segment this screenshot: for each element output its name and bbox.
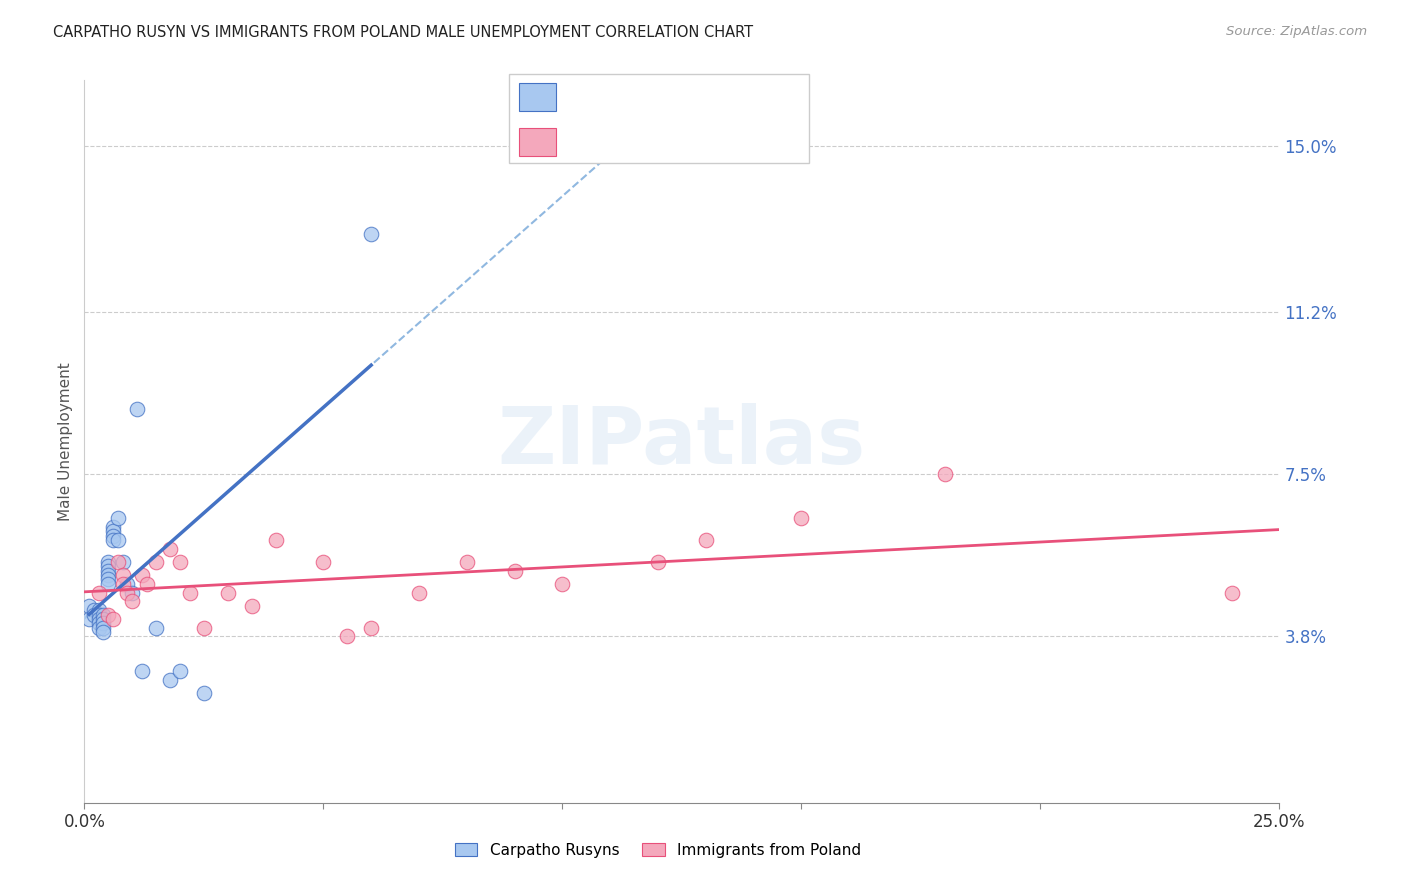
Point — [87, 585, 110, 599]
Point — [87, 621, 110, 635]
Point — [117, 577, 139, 591]
Point — [217, 585, 239, 599]
Legend: Carpatho Rusyns, Immigrants from Poland: Carpatho Rusyns, Immigrants from Poland — [449, 837, 868, 863]
Point — [117, 585, 139, 599]
Point — [131, 665, 153, 679]
Text: N =: N = — [679, 134, 713, 149]
Point — [125, 401, 148, 416]
Point — [790, 511, 813, 525]
Point — [87, 616, 110, 631]
Point — [107, 555, 129, 569]
Point — [101, 533, 124, 547]
Y-axis label: Male Unemployment: Male Unemployment — [58, 362, 73, 521]
Point — [97, 607, 120, 622]
Point — [169, 665, 191, 679]
Point — [934, 467, 956, 482]
Point — [87, 603, 110, 617]
Point — [336, 629, 359, 643]
Point — [240, 599, 263, 613]
Text: N =: N = — [679, 89, 713, 104]
Point — [131, 568, 153, 582]
Point — [408, 585, 430, 599]
Point — [456, 555, 478, 569]
Point — [503, 564, 526, 578]
FancyBboxPatch shape — [509, 74, 810, 163]
Point — [312, 555, 335, 569]
Point — [97, 568, 120, 582]
Point — [97, 559, 120, 574]
Text: CARPATHO RUSYN VS IMMIGRANTS FROM POLAND MALE UNEMPLOYMENT CORRELATION CHART: CARPATHO RUSYN VS IMMIGRANTS FROM POLAND… — [53, 25, 754, 40]
Text: 36: 36 — [717, 89, 735, 104]
Point — [695, 533, 717, 547]
Point — [159, 673, 181, 688]
Text: ZIPatlas: ZIPatlas — [498, 402, 866, 481]
Point — [83, 603, 105, 617]
Point — [87, 612, 110, 626]
Point — [83, 607, 105, 622]
Point — [111, 555, 134, 569]
Point — [169, 555, 191, 569]
Text: R =: R = — [568, 89, 602, 104]
Point — [135, 577, 157, 591]
Point — [360, 621, 382, 635]
Point — [1220, 585, 1243, 599]
Point — [145, 555, 167, 569]
Point — [93, 625, 115, 640]
Text: R =: R = — [568, 134, 602, 149]
Point — [121, 585, 143, 599]
Bar — [519, 83, 555, 111]
Point — [179, 585, 201, 599]
Point — [121, 594, 143, 608]
Point — [647, 555, 669, 569]
Point — [159, 541, 181, 556]
Point — [101, 612, 124, 626]
Point — [107, 533, 129, 547]
Text: 0.127: 0.127 — [605, 134, 648, 149]
Point — [93, 607, 115, 622]
Point — [77, 612, 100, 626]
Point — [77, 599, 100, 613]
Point — [93, 616, 115, 631]
Text: 0.130: 0.130 — [605, 89, 648, 104]
Point — [111, 568, 134, 582]
Point — [87, 607, 110, 622]
Point — [93, 621, 115, 635]
Point — [193, 621, 215, 635]
Point — [101, 524, 124, 539]
Point — [264, 533, 287, 547]
Point — [360, 227, 382, 241]
Point — [101, 520, 124, 534]
Bar — [519, 128, 555, 156]
Point — [97, 555, 120, 569]
Point — [193, 686, 215, 700]
Point — [145, 621, 167, 635]
Point — [111, 577, 134, 591]
Point — [101, 529, 124, 543]
Point — [551, 577, 574, 591]
Point — [97, 564, 120, 578]
Text: Source: ZipAtlas.com: Source: ZipAtlas.com — [1226, 25, 1367, 38]
Point — [93, 612, 115, 626]
Point — [97, 577, 120, 591]
Text: 30: 30 — [717, 134, 735, 149]
Point — [97, 573, 120, 587]
Point — [107, 511, 129, 525]
